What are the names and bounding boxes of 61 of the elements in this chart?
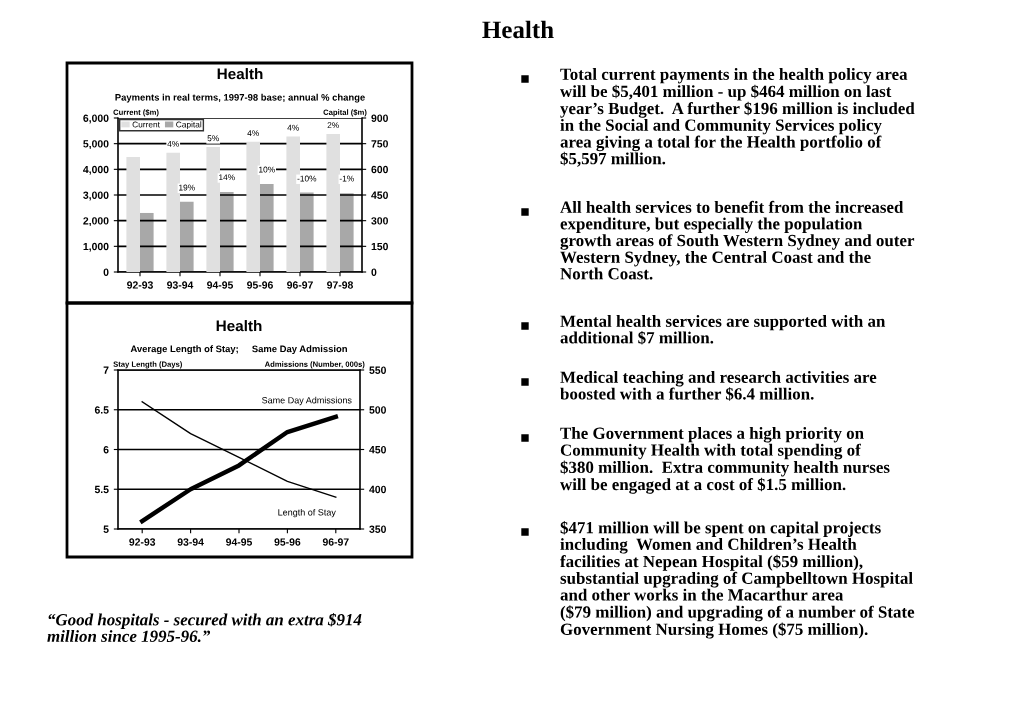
series-label: Length of Stay <box>278 508 336 518</box>
annotation: 4% <box>287 124 299 131</box>
text: $471 million will be spent on capital projects including Women and Children’s Health facilities at Nepean Hospital ($59 million), substantial upgrading of Campbelltown Hospital and other works in the Macarthur area ($79 million) and upgrading of a number of State Government Nursing Homes ($75 million). <box>560 521 915 639</box>
annotation: -10% <box>297 175 317 182</box>
text: “Good hospitals - secured with an extra $914 million since 1995-96.” <box>47 613 362 643</box>
annotation: 5% <box>207 135 219 142</box>
y-tick-label: 0 <box>103 268 109 276</box>
chart-title: Health <box>217 68 263 80</box>
x-tick-label: 96-97 <box>287 281 313 289</box>
y2-tick-label: 0 <box>371 268 377 276</box>
annotation: 19% <box>179 184 195 191</box>
y2-tick-label: 400 <box>369 485 386 494</box>
y2-tick-label: 750 <box>371 140 388 148</box>
y-tick-label: 2,000 <box>83 217 109 227</box>
y-tick-label: 5,000 <box>83 140 109 150</box>
text: The Government places a high priority on Community Health with total spending of $380 million. Extra community health nurses will be engaged at a cost of $1.5 million. <box>560 427 890 494</box>
text: Total current payments in the health policy area will be $5,401 million - up $464 million on last year’s Budget. A further $196 million is included in the Social and Community Services policy area giving a total for the Health portfolio of $5,597 million. <box>560 68 915 167</box>
y2-tick-label: 900 <box>371 114 388 122</box>
x-tick-label: 97-98 <box>327 281 353 289</box>
text: Medical teaching and research activities are boosted with a further $6.4 million. <box>560 371 877 401</box>
y-tick-label: 6.5 <box>94 406 109 414</box>
y2-tick-label: 150 <box>371 242 388 251</box>
annotation: 10% <box>259 166 275 173</box>
x-tick-label: 92-93 <box>127 281 153 289</box>
y-tick-label: 7 <box>103 366 109 374</box>
y2-tick-label: 600 <box>371 165 388 174</box>
annotation: -1% <box>339 175 354 182</box>
y-tick-label: 1,000 <box>83 242 109 252</box>
text: Same Day Admissions <box>262 396 352 406</box>
annotation: 4% <box>247 130 259 137</box>
y-tick-label: 5.5 <box>94 485 109 494</box>
x-tick-label: 93-94 <box>167 281 194 289</box>
annotation: 4% <box>167 140 179 147</box>
legend-label: Capital <box>176 121 202 130</box>
text: All health services to benefit from the increased expenditure, but especially the population growth areas of South Western Sydney and outer Western Sydney, the Central Coast and the North Coast. <box>560 200 915 280</box>
y2-tick-label: 550 <box>369 366 386 374</box>
text: Health <box>482 20 554 39</box>
x-tick-label: 92-93 <box>129 538 156 546</box>
y2-tick-label: 350 <box>369 525 386 533</box>
y2-tick-label: 450 <box>369 446 386 454</box>
x-tick-label: 94-95 <box>226 538 253 546</box>
annotation: 14% <box>219 174 235 181</box>
x-tick-label: 96-97 <box>322 538 349 546</box>
y2-tick-label: 500 <box>369 406 386 414</box>
text: Mental health services are supported with an additional $7 million. <box>560 315 886 345</box>
y-tick-label: 3,000 <box>83 191 109 201</box>
y2-tick-label: 300 <box>371 217 388 225</box>
y-tick-label: 6 <box>103 446 109 454</box>
y-tick-label: 6,000 <box>83 114 109 124</box>
x-tick-label: 95-96 <box>247 281 273 289</box>
y-tick-label: 5 <box>103 525 109 533</box>
chart-subtitle: Payments in real terms, 1997-98 base; annual % change <box>115 93 365 103</box>
y-tick-label: 4,000 <box>83 165 109 175</box>
x-tick-label: 94-95 <box>207 281 234 289</box>
chart-subtitle: Average Length of Stay; Same Day Admission <box>130 345 347 355</box>
x-tick-label: 95-96 <box>274 538 301 546</box>
annotation: 2% <box>327 122 339 129</box>
y2-tick-label: 450 <box>371 191 388 199</box>
x-tick-label: 93-94 <box>177 538 204 546</box>
chart-title: Health <box>216 320 262 332</box>
legend-label: Current <box>132 121 160 128</box>
